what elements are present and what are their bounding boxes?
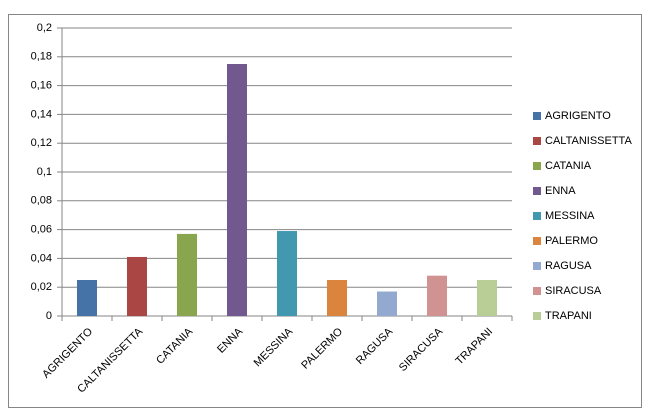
y-tick-label: 0,12 [31,137,52,149]
legend-label: MESSINA [545,210,595,222]
y-tick-label: 0,14 [31,108,52,120]
legend-label: TRAPANI [545,310,592,322]
bar [127,256,147,316]
legend-swatch [533,137,541,145]
bar [427,275,447,316]
y-tick-label: 0,04 [31,252,52,264]
bar [77,280,97,316]
legend-swatch [533,162,541,170]
y-tick-label: 0,08 [31,195,52,207]
y-tick-label: 0,16 [31,80,52,92]
legend-label: ENNA [545,185,576,197]
legend-label: CATANIA [545,160,592,172]
bar [327,280,347,316]
y-tick-label: 0,2 [37,22,52,34]
legend-label: CALTANISSETTA [545,135,632,147]
legend-label: PALERMO [545,235,598,247]
legend-label: SIRACUSA [545,285,602,297]
y-tick-label: 0,18 [31,51,52,63]
bar [477,280,497,316]
y-tick-label: 0,02 [31,281,52,293]
bar [377,291,397,316]
legend-swatch [533,262,541,270]
legend-swatch [533,312,541,320]
legend-swatch [533,237,541,245]
legend-swatch [533,212,541,220]
bar [277,231,297,316]
legend-label: AGRIGENTO [545,110,611,122]
bar [227,64,247,316]
legend-swatch [533,187,541,195]
bar [177,233,197,316]
y-tick-label: 0 [46,310,52,322]
legend-label: RAGUSA [545,260,592,272]
legend-swatch [533,112,541,120]
legend-swatch [533,287,541,295]
y-tick-label: 0,06 [31,224,52,236]
y-tick-label: 0,1 [37,166,52,178]
chart-border [8,14,642,408]
